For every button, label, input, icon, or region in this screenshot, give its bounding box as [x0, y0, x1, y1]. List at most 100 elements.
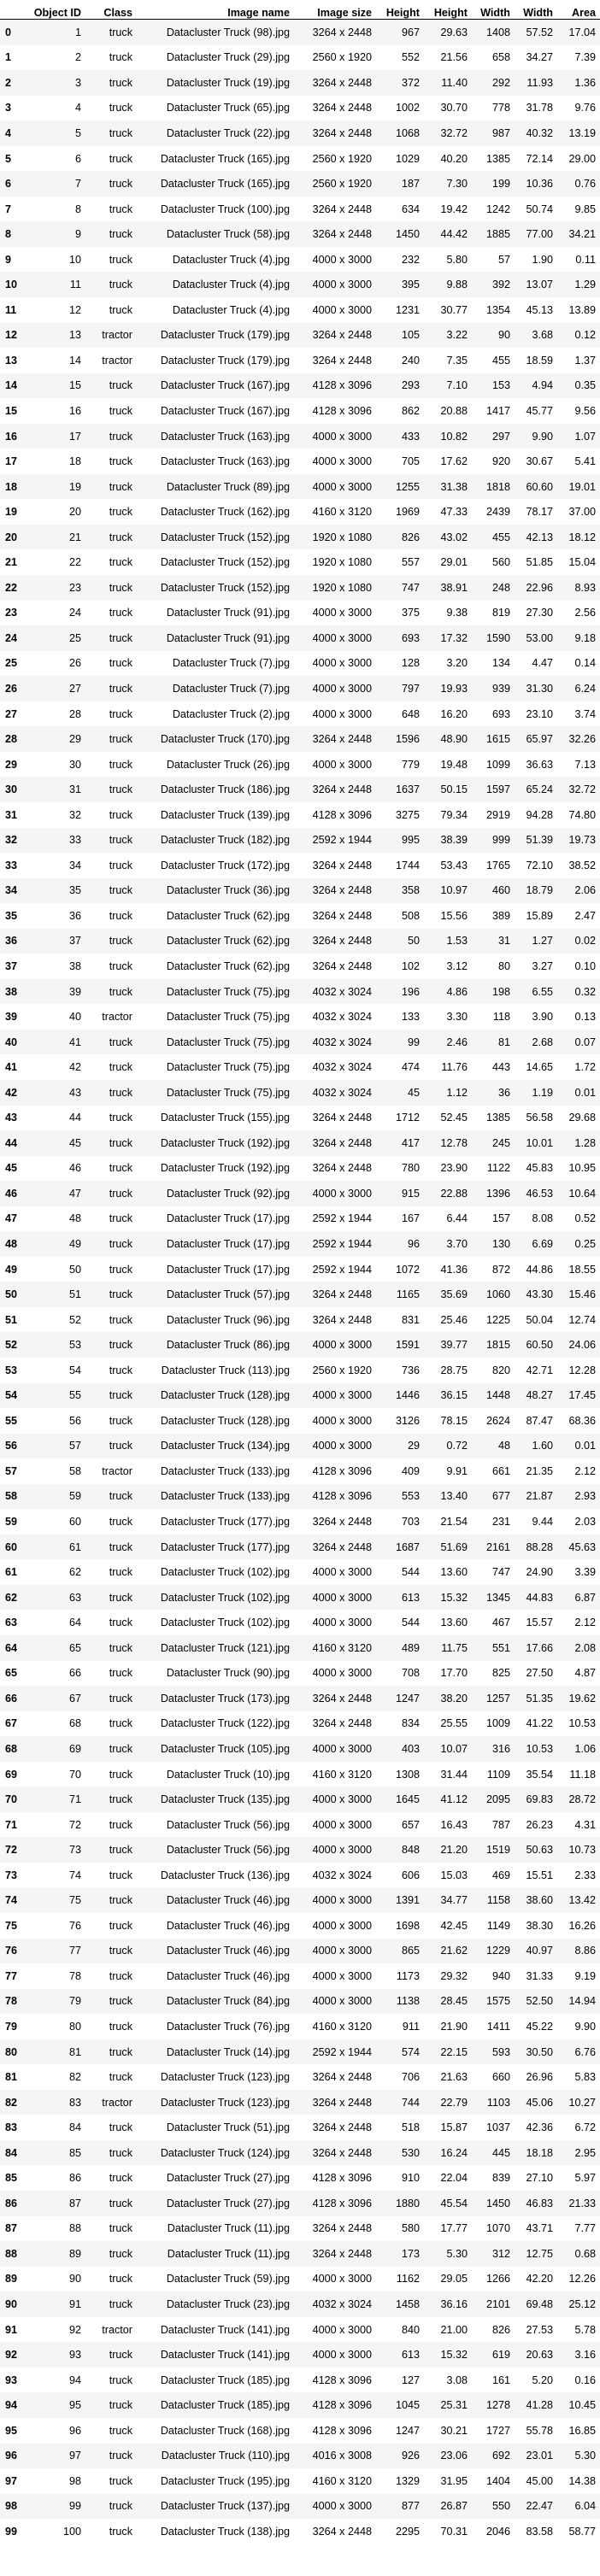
height-pct-cell: 0.72	[446, 1440, 468, 1452]
width-pct-cell: 24.90	[526, 1566, 553, 1579]
object-id-cell: 96	[68, 2424, 81, 2437]
object-id-cell: 70	[68, 1768, 81, 1781]
table-row: 55 56 truck Datacluster Truck (128).jpg 4000…	[0, 1408, 600, 1434]
image-name-cell: Datacluster Truck (29).jpg	[166, 51, 290, 64]
width-pct-cell: 56.58	[526, 1112, 553, 1124]
width-cell: 1385	[485, 1112, 510, 1124]
height-cell: 779	[401, 758, 420, 771]
area-cell: 0.10	[574, 960, 596, 972]
object-id-cell: 48	[68, 1212, 81, 1225]
object-id-cell: 9	[74, 228, 81, 241]
image-name-cell: Datacluster Truck (84).jpg	[166, 1995, 290, 2008]
width-cell: 118	[492, 1011, 510, 1024]
image-size-cell: 4128 x 3096	[312, 379, 372, 392]
width-cell: 872	[491, 1263, 510, 1276]
image-size-cell: 3264 x 2448	[312, 102, 372, 114]
width-cell: 1158	[486, 1894, 510, 1907]
row-index: 99	[5, 2525, 18, 2538]
height-pct-cell: 15.03	[440, 1869, 468, 1881]
height-pct-cell: 21.62	[440, 1945, 468, 1957]
width-pct-cell: 31.33	[526, 1969, 553, 1982]
height-cell: 693	[401, 631, 420, 644]
image-size-cell: 2592 x 1944	[312, 1238, 372, 1251]
width-cell: 987	[491, 126, 510, 139]
image-name-cell: Datacluster Truck (133).jpg	[160, 1490, 290, 1503]
class-cell: truck	[109, 1869, 132, 1881]
height-cell: 530	[401, 2146, 420, 2159]
object-id-cell: 7	[74, 178, 81, 191]
area-cell: 2.47	[574, 909, 596, 922]
height-pct-cell: 3.08	[446, 2374, 468, 2386]
class-cell: truck	[109, 2399, 132, 2412]
width-cell: 920	[491, 455, 510, 468]
width-pct-cell: 10.01	[526, 1136, 553, 1149]
object-id-cell: 40	[68, 1011, 81, 1024]
image-size-cell: 4000 x 3000	[312, 1339, 372, 1352]
table-row: 13 14 tractor Datacluster Truck (179).jpg 32…	[0, 348, 600, 373]
area-cell: 2.08	[574, 1641, 596, 1654]
table-row: 34 35 truck Datacluster Truck (36).jpg 3264 …	[0, 877, 600, 904]
height-cell: 926	[401, 2450, 420, 2462]
header-image-name: Image name	[137, 0, 294, 20]
object-id-cell: 31	[68, 783, 81, 796]
width-pct-cell: 14.65	[526, 1061, 553, 1074]
class-cell: truck	[109, 102, 132, 114]
width-cell: 692	[491, 2450, 510, 2462]
height-pct-cell: 21.54	[440, 1516, 468, 1529]
table-row: 98 99 truck Datacluster Truck (137).jpg 4000…	[0, 2493, 600, 2520]
image-name-cell: Datacluster Truck (17).jpg	[166, 1263, 290, 1276]
row-index: 76	[5, 1945, 18, 1957]
image-name-cell: Datacluster Truck (4).jpg	[172, 253, 290, 266]
width-cell: 1815	[485, 1339, 510, 1352]
height-cell: 1391	[395, 1894, 420, 1907]
object-id-cell: 85	[68, 2146, 81, 2159]
height-cell: 29	[407, 1440, 420, 1452]
object-id-cell: 14	[68, 354, 81, 367]
width-cell: 550	[491, 2500, 510, 2513]
width-cell: 297	[491, 430, 510, 443]
height-cell: 544	[401, 1617, 420, 1629]
table-row: 54 55 truck Datacluster Truck (128).jpg 4000…	[0, 1382, 600, 1409]
area-cell: 13.89	[568, 303, 596, 316]
area-cell: 9.19	[574, 1969, 596, 1982]
row-index: 87	[5, 2222, 18, 2235]
width-pct-cell: 94.28	[526, 808, 553, 821]
width-cell: 81	[497, 1036, 510, 1048]
table-row: 17 18 truck Datacluster Truck (163).jpg 4000…	[0, 449, 600, 474]
area-cell: 0.35	[574, 379, 596, 392]
width-cell: 1597	[485, 783, 510, 796]
object-id-cell: 95	[68, 2399, 81, 2412]
height-pct-cell: 36.16	[440, 2297, 468, 2310]
height-pct-cell: 19.42	[440, 202, 468, 215]
area-cell: 58.77	[568, 2525, 596, 2538]
class-cell: truck	[109, 1440, 132, 1452]
height-cell: 797	[401, 682, 420, 695]
width-cell: 1450	[485, 2197, 510, 2209]
object-id-cell: 41	[68, 1036, 81, 1048]
image-size-cell: 4160 x 3120	[312, 2020, 372, 2033]
image-name-cell: Datacluster Truck (179).jpg	[160, 329, 290, 342]
class-cell: tractor	[102, 2323, 132, 2336]
row-index: 9	[5, 253, 12, 266]
row-index: 31	[5, 808, 18, 821]
image-name-cell: Datacluster Truck (186).jpg	[160, 783, 290, 796]
image-size-cell: 4032 x 3024	[312, 2297, 372, 2310]
width-cell: 619	[491, 2349, 510, 2362]
area-cell: 38.52	[568, 859, 596, 871]
object-id-cell: 4	[74, 102, 81, 114]
class-cell: truck	[109, 808, 132, 821]
object-id-cell: 33	[68, 834, 81, 847]
row-index: 23	[5, 607, 18, 619]
object-id-cell: 54	[68, 1364, 81, 1376]
object-id-cell: 43	[68, 1086, 81, 1099]
width-pct-cell: 51.35	[526, 1692, 553, 1705]
object-id-cell: 64	[68, 1617, 81, 1629]
width-cell: 248	[491, 581, 510, 594]
image-name-cell: Datacluster Truck (139).jpg	[160, 808, 290, 821]
row-index: 39	[5, 1011, 18, 1024]
object-id-cell: 51	[68, 1288, 81, 1301]
object-id-cell: 11	[69, 279, 81, 291]
row-index: 22	[5, 581, 18, 594]
width-pct-cell: 26.96	[526, 2071, 553, 2084]
class-cell: truck	[109, 1288, 132, 1301]
